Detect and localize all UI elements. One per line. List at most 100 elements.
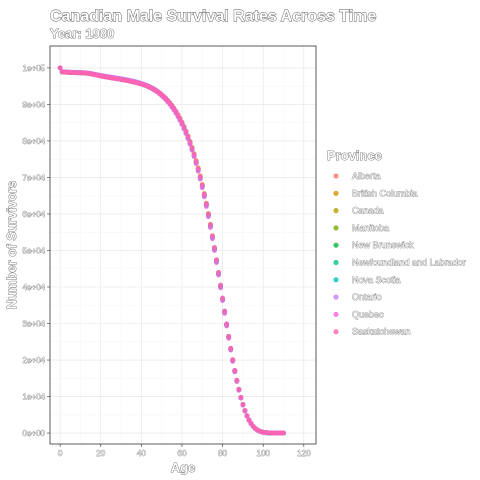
- data-point: [195, 166, 201, 172]
- legend-item: Quebec: [333, 309, 384, 320]
- legend-key: [333, 277, 339, 283]
- x-tick-label: 80: [218, 449, 227, 458]
- legend-title: Province: [327, 148, 382, 163]
- y-tick-label: 9e+04: [23, 100, 46, 109]
- data-point: [281, 430, 286, 436]
- legend-key: [333, 329, 339, 335]
- legend-item: New Brunswick: [333, 240, 414, 250]
- y-tick-label: 4e+04: [23, 283, 46, 292]
- y-tick-label: 7e+04: [23, 173, 46, 182]
- legend-label: Ontario: [352, 292, 382, 302]
- legend-label: Manitoba: [352, 223, 389, 233]
- legend-label: Nova Scotia: [352, 275, 401, 285]
- data-point: [212, 245, 217, 251]
- data-point: [230, 357, 236, 363]
- legend-key: [333, 208, 339, 214]
- y-tick-label: 0e+00: [23, 429, 46, 438]
- x-tick-label: 120: [297, 449, 311, 458]
- data-point: [220, 295, 225, 301]
- data-point: [175, 112, 181, 118]
- data-point: [214, 257, 219, 263]
- data-point: [185, 134, 191, 140]
- legend-key: [333, 311, 339, 317]
- data-point: [224, 321, 230, 327]
- legend-item: Saskatchewan: [333, 326, 411, 337]
- x-axis-title: Age: [171, 460, 196, 475]
- y-axis-title: Number of Survivors: [4, 181, 19, 310]
- data-point: [242, 408, 248, 413]
- legend-key: [333, 190, 339, 196]
- grid: [50, 46, 316, 444]
- legend-label: Canada: [352, 206, 384, 216]
- legend-label: Saskatchewan: [352, 327, 411, 337]
- data-point: [191, 152, 197, 157]
- data-point: [222, 308, 228, 314]
- y-tick-label: 3e+04: [23, 320, 46, 329]
- data-point: [234, 377, 240, 383]
- data-point: [218, 282, 223, 288]
- data-point: [216, 270, 221, 275]
- y-tick-label: 8e+04: [23, 137, 46, 146]
- legend-key: [333, 225, 339, 231]
- data-point: [228, 345, 234, 351]
- x-tick-label: 100: [257, 449, 271, 458]
- data-point: [187, 139, 193, 145]
- legend-item: Canada: [333, 205, 384, 216]
- y-tick-label: 5e+04: [23, 246, 46, 255]
- legend-label: Alberta: [352, 171, 381, 181]
- data-point: [203, 201, 209, 207]
- data-point: [236, 386, 242, 392]
- y-tick-label: 6e+04: [23, 210, 46, 219]
- legend-item: Ontario: [333, 292, 382, 302]
- y-tick-label: 2e+04: [23, 356, 46, 365]
- data-point: [232, 368, 238, 373]
- chart-subtitle: Year: 1980: [50, 26, 114, 41]
- data-point: [244, 413, 250, 419]
- data-point: [238, 394, 244, 400]
- legend: Province Alberta British Columbia Canada Ma…: [327, 148, 466, 337]
- legend-item: Alberta: [333, 171, 381, 181]
- y-tick-label: 1e+04: [23, 393, 46, 402]
- y-tick-label: 1e+05: [23, 64, 46, 73]
- chart-title: Canadian Male Survival Rates Across Time: [50, 8, 376, 25]
- data-point: [199, 182, 205, 188]
- legend-label: Quebec: [352, 309, 384, 319]
- legend-label: New Brunswick: [352, 240, 414, 250]
- data-points: [57, 65, 286, 436]
- x-axis: 0 20 40 60 80 100 120: [58, 444, 311, 458]
- legend-item: Manitoba: [333, 223, 389, 233]
- data-point: [189, 145, 195, 151]
- data-point: [181, 124, 187, 130]
- y-axis: 0e+00 1e+04 2e+04 3e+04 4e+04 5e+04 6e+04 7e+04…: [22, 64, 50, 438]
- plot-panel: 0 20 40 60 80 100 120 0e+00 1e+04 2e+04 3e+04 4e+0…: [22, 45, 317, 458]
- data-point: [226, 333, 232, 339]
- panel-border: [49, 45, 317, 445]
- data-point: [193, 158, 199, 164]
- legend-label: British Columbia: [352, 188, 418, 198]
- x-tick-label: 0: [58, 449, 63, 458]
- legend-item: Newfoundland and Labrador: [333, 257, 466, 268]
- panel-background: [50, 46, 316, 444]
- x-tick-label: 40: [137, 449, 146, 458]
- series-points: [57, 65, 286, 436]
- data-point: [197, 174, 203, 180]
- data-point: [205, 211, 211, 217]
- data-point: [201, 191, 207, 197]
- data-point: [208, 222, 213, 228]
- data-point: [240, 402, 246, 407]
- legend-key: [333, 294, 339, 300]
- x-tick-label: 60: [178, 449, 187, 458]
- legend-items: Alberta British Columbia Canada Manitoba New…: [333, 171, 466, 337]
- legend-item: Nova Scotia: [333, 274, 401, 285]
- data-point: [210, 233, 215, 239]
- legend-key: [333, 259, 339, 266]
- data-point: [177, 116, 183, 122]
- legend-label: Newfoundland and Labrador: [352, 258, 466, 268]
- data-point: [179, 120, 185, 126]
- x-tick-label: 20: [96, 449, 105, 458]
- data-point: [57, 65, 63, 71]
- legend-item: British Columbia: [333, 188, 418, 199]
- data-point: [183, 129, 189, 135]
- legend-key: [333, 173, 339, 179]
